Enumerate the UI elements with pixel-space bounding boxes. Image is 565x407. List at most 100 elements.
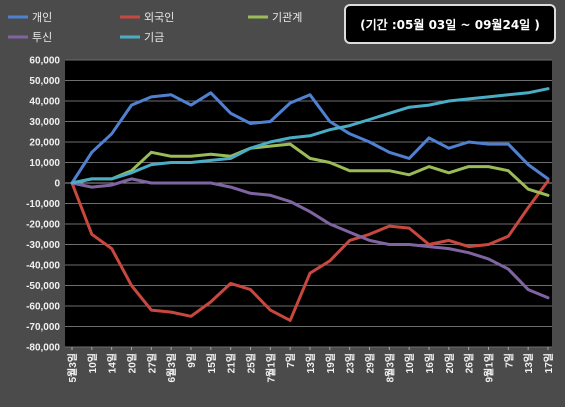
data-point-기금 [368, 118, 371, 121]
data-point-외국인 [189, 315, 193, 318]
data-point-기금 [467, 97, 470, 101]
data-point-기금 [427, 103, 431, 107]
data-point-기금 [229, 157, 232, 160]
data-point-외국인 [229, 282, 232, 285]
data-point-개인 [150, 95, 153, 99]
data-point-기금 [526, 91, 530, 95]
y-tick-label: -20,000 [26, 220, 60, 231]
data-point-기금 [328, 128, 332, 131]
x-tick-label: 7일 [284, 353, 297, 368]
data-point-기금 [209, 159, 213, 162]
data-point-기관계 [487, 165, 490, 168]
x-tick-label: 20일 [443, 353, 456, 373]
data-point-개인 [328, 120, 332, 123]
data-point-개인 [269, 120, 272, 123]
data-point-개인 [487, 142, 490, 146]
data-point-외국인 [130, 284, 133, 287]
data-point-외국인 [288, 319, 292, 322]
data-point-외국인 [90, 233, 94, 236]
x-tick-label: 20일 [126, 353, 139, 373]
x-tick-label: 10일 [86, 353, 99, 373]
x-tick-label: 23일 [344, 353, 357, 373]
x-tick-label: 13일 [304, 353, 317, 373]
data-point-기금 [269, 140, 272, 144]
data-point-기관계 [447, 171, 451, 174]
data-point-개인 [229, 112, 232, 115]
data-point-개인 [368, 140, 371, 144]
x-tick-label: 27일 [145, 353, 158, 373]
x-tick-label: 29일 [364, 353, 377, 373]
data-point-외국인 [348, 239, 351, 242]
data-point-기관계 [407, 173, 411, 176]
data-point-기금 [189, 161, 193, 164]
data-point-기관계 [507, 169, 510, 172]
data-point-기금 [507, 93, 510, 97]
data-point-기금 [249, 146, 252, 150]
data-point-투신 [526, 288, 530, 291]
data-point-외국인 [368, 233, 371, 236]
y-tick-label: -60,000 [26, 302, 60, 313]
data-point-투신 [269, 194, 272, 197]
x-tick-label: 10일 [403, 353, 416, 373]
data-point-투신 [348, 231, 351, 234]
data-point-외국인 [467, 245, 470, 248]
y-tick-label: -70,000 [26, 322, 60, 333]
data-point-개인 [169, 93, 173, 97]
data-point-개인 [130, 103, 133, 107]
data-point-기관계 [427, 165, 431, 168]
data-point-개인 [209, 91, 213, 95]
data-point-투신 [110, 183, 113, 187]
data-point-외국인 [308, 272, 312, 275]
data-point-기관계 [388, 169, 391, 172]
data-point-기관계 [150, 151, 153, 154]
data-point-투신 [546, 296, 550, 299]
data-point-투신 [487, 257, 490, 261]
x-tick-label: 17일 [542, 353, 555, 373]
x-axis: 5월3일 10일 14일 20일 27일 6월3일 9일 15일 21일 25일 7월1일 7일 13일… [66, 347, 555, 383]
x-tick-label: 7월1일 [264, 353, 277, 383]
data-point-기관계 [348, 169, 351, 172]
data-point-투신 [368, 239, 371, 242]
data-point-개인 [467, 140, 470, 144]
data-point-개인 [427, 136, 431, 140]
y-tick-label: -50,000 [26, 281, 60, 292]
data-point-기관계 [328, 161, 332, 164]
x-tick-label: 9일 [185, 353, 198, 368]
y-tick-label: 30,000 [29, 117, 60, 128]
data-point-투신 [407, 243, 411, 246]
data-point-외국인 [110, 247, 113, 250]
data-point-개인 [348, 132, 351, 135]
data-point-기금 [90, 177, 94, 181]
data-point-개인 [308, 93, 312, 97]
x-tick-label: 9월1일 [483, 353, 496, 383]
x-tick-label: 13일 [522, 353, 535, 373]
data-point-투신 [249, 192, 252, 195]
data-point-기관계 [189, 155, 193, 158]
data-point-기관계 [269, 144, 272, 148]
data-point-기금 [70, 181, 74, 185]
x-tick-label: 15일 [205, 353, 218, 373]
y-tick-label: 10,000 [29, 158, 60, 169]
period-label: (기간 :05월 03일 ~ 09월24일 ) [360, 17, 540, 32]
x-tick-label: 5월3일 [66, 353, 79, 383]
data-point-개인 [90, 151, 94, 154]
data-point-투신 [467, 251, 470, 254]
data-point-투신 [328, 222, 332, 226]
legend-label: 기금 [144, 31, 164, 44]
data-point-개인 [110, 132, 113, 135]
x-tick-label: 6월3일 [165, 353, 178, 383]
x-tick-label: 14일 [106, 353, 119, 373]
data-point-외국인 [269, 308, 272, 312]
data-point-기금 [169, 161, 173, 164]
data-point-투신 [209, 181, 213, 185]
data-point-투신 [388, 243, 391, 246]
y-tick-label: -10,000 [26, 199, 60, 210]
series-lines [70, 87, 550, 322]
data-point-외국인 [388, 224, 391, 228]
y-tick-label: -30,000 [26, 240, 60, 251]
x-tick-label: 26일 [463, 353, 476, 373]
data-point-기금 [110, 177, 113, 181]
